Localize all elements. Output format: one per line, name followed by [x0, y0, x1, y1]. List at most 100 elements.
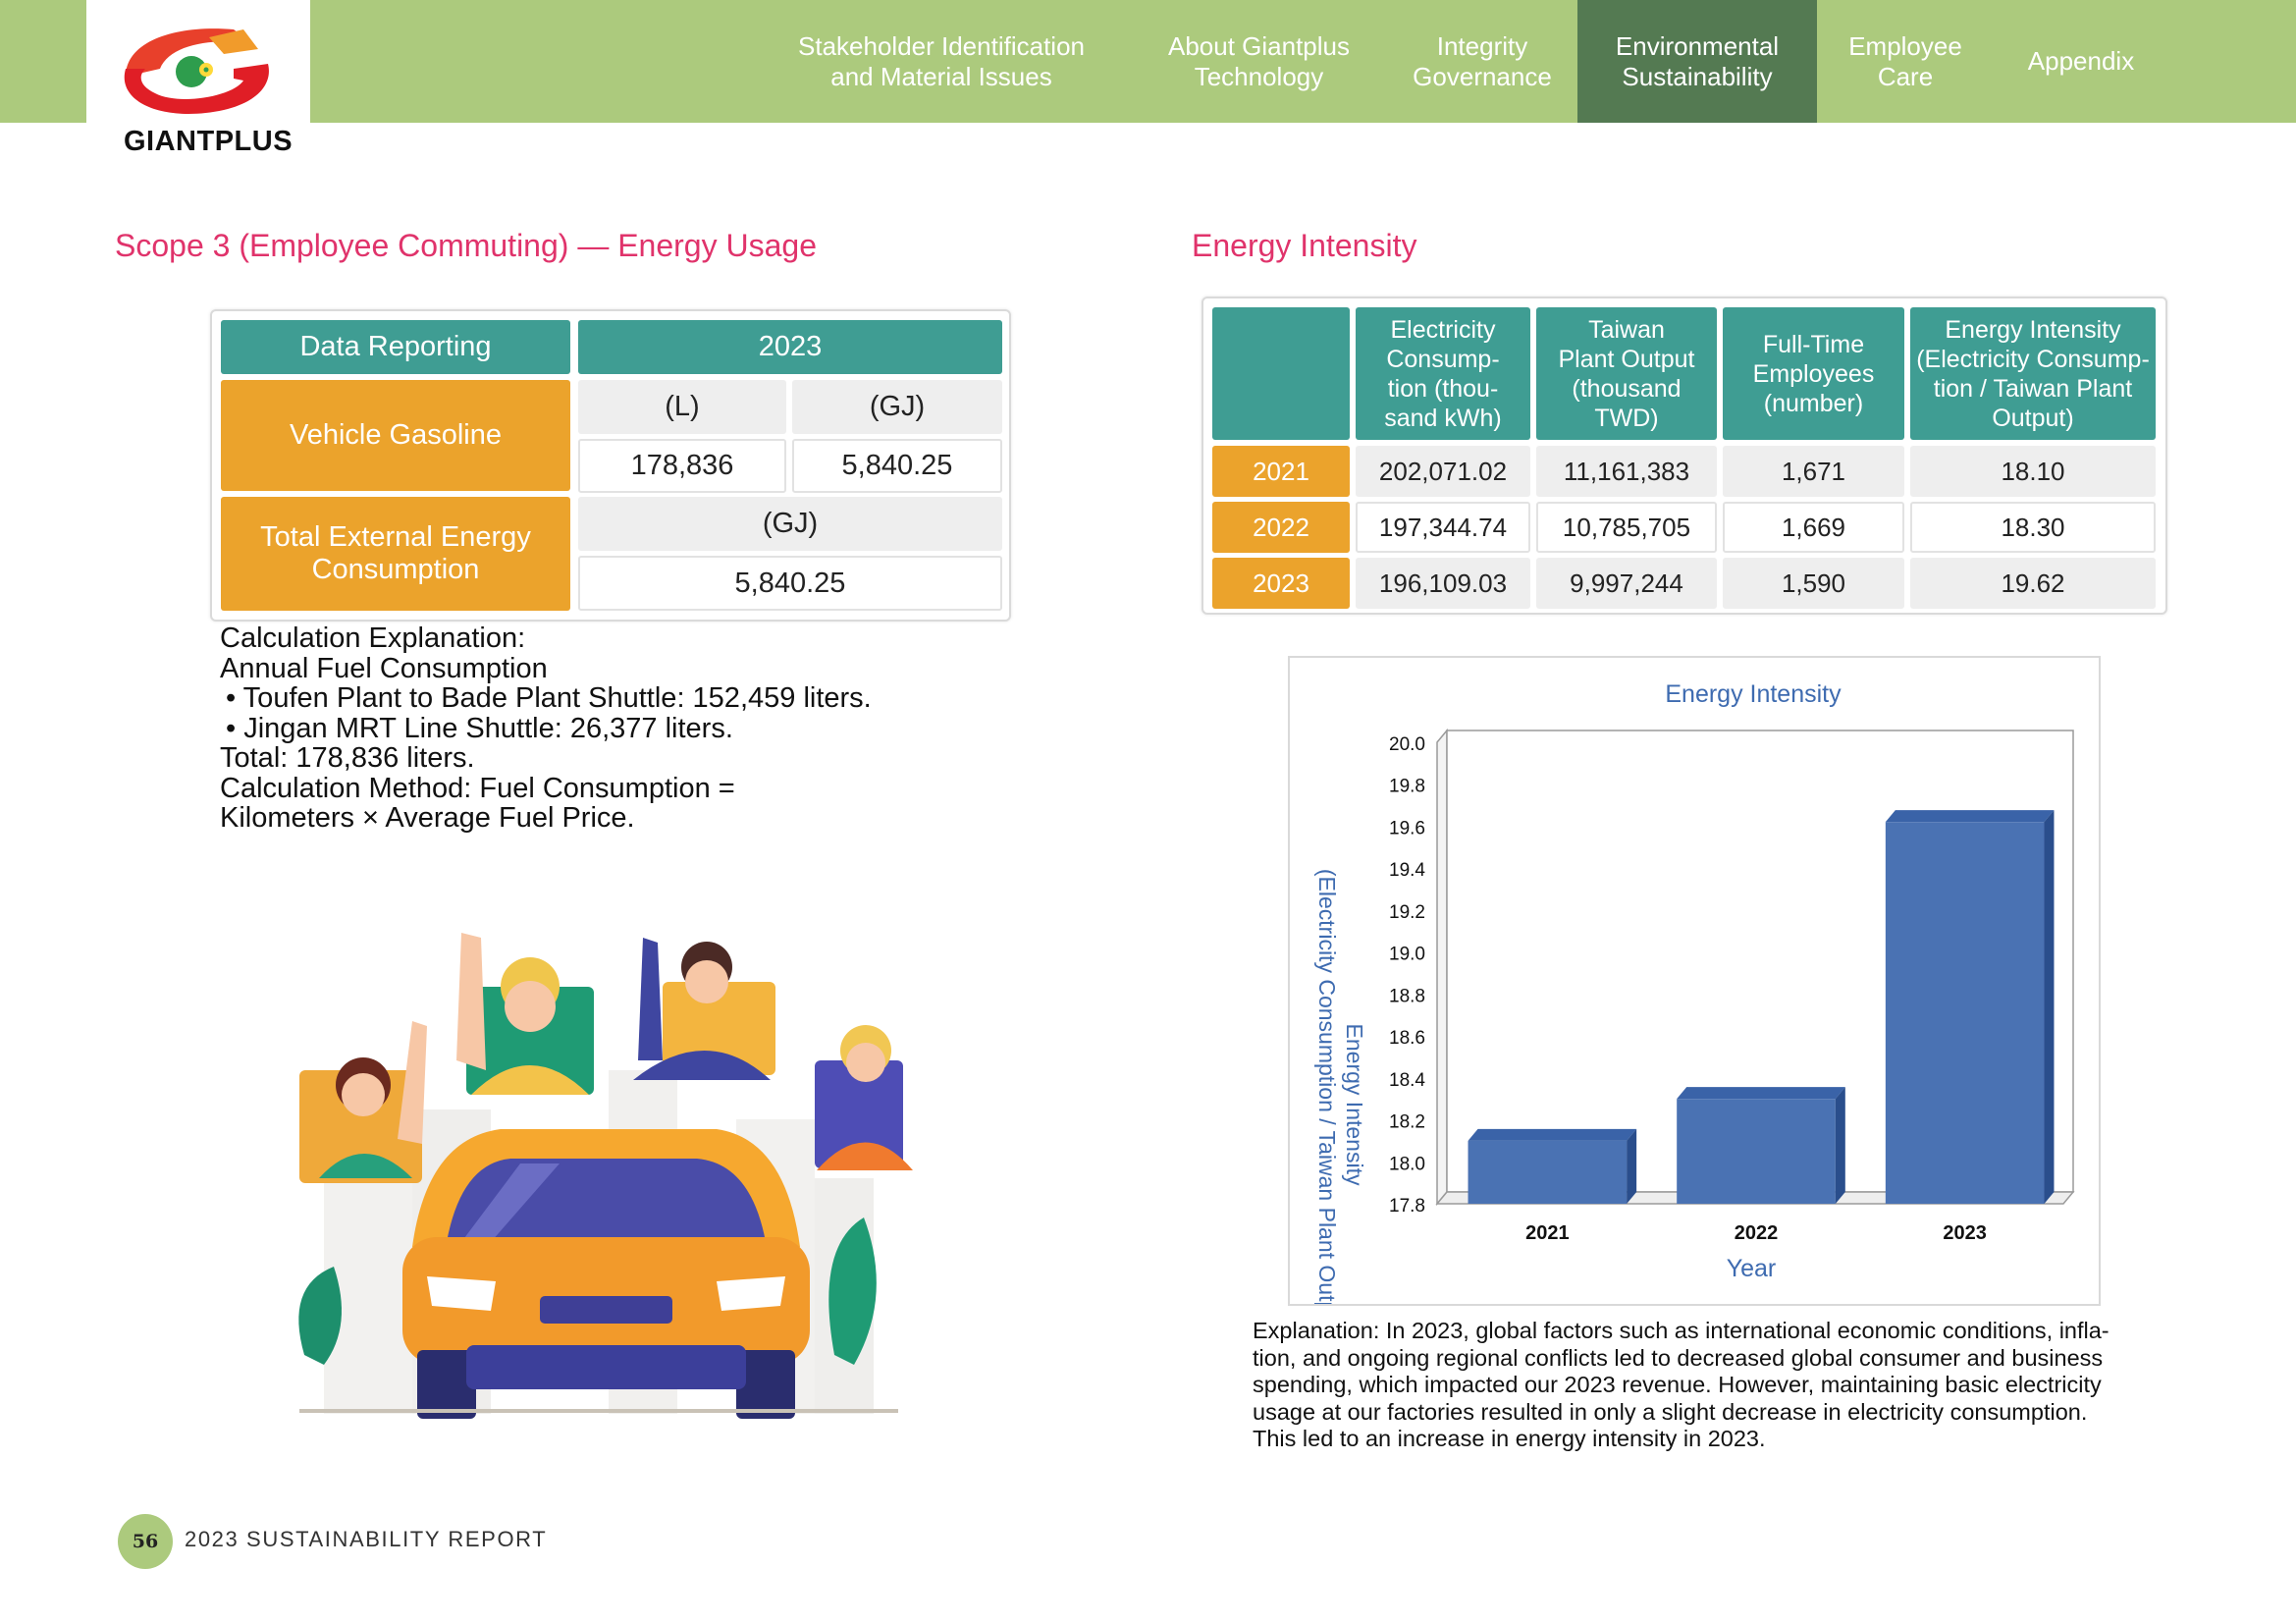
- header-line: Full-Time: [1762, 330, 1865, 358]
- header-line: Taiwan: [1588, 315, 1665, 344]
- chart-title: Energy Intensity: [1665, 680, 1842, 708]
- header-line: Energy Intensity: [1945, 315, 2121, 344]
- y-tick-label: 18.4: [1389, 1070, 1425, 1091]
- top-navigation-bar: [0, 0, 2296, 123]
- cell-intensity-2022: 18.30: [1910, 502, 2156, 553]
- row-year-2023: 2023: [1212, 558, 1350, 609]
- header-line: (number): [1763, 389, 1864, 417]
- bar-2022: [1677, 1099, 1836, 1204]
- cell-intensity-2021: 18.10: [1910, 446, 2156, 497]
- y-tick-label: 19.0: [1389, 945, 1425, 965]
- header-line: Consump-: [1386, 345, 1500, 373]
- y-tick-label: 20.0: [1389, 734, 1425, 755]
- y-tick-label: 18.6: [1389, 1028, 1425, 1049]
- unit-total-gj: (GJ): [578, 497, 1002, 551]
- chart-ylabel-line2: (Electricity Consumption / Taiwan Plant …: [1314, 869, 1340, 1304]
- table-header-electricity: Electricity Consump-tion (thou-sand kWh): [1356, 307, 1530, 440]
- bar-top-2022: [1677, 1087, 1845, 1100]
- report-title: 2023 SUSTAINABILITY REPORT: [185, 1527, 548, 1551]
- explanation-line: Kilometers × Average Fuel Price.: [220, 802, 635, 834]
- y-tick-label: 18.0: [1389, 1154, 1425, 1174]
- cell-employees-2021: 1,671: [1723, 446, 1904, 497]
- header-line: tion (thou-: [1387, 374, 1499, 403]
- header-line: Output): [1992, 404, 2074, 432]
- unit-liters: (L): [578, 380, 786, 434]
- nav-label-line2: Governance: [1413, 61, 1552, 91]
- header-line: sand kWh): [1384, 404, 1502, 432]
- header-line: TWD): [1594, 404, 1659, 432]
- explanation-line: spending, which impacted our 2023 revenu…: [1253, 1372, 2102, 1397]
- bar-top-2021: [1468, 1128, 1637, 1141]
- chart-xlabel: Year: [1727, 1255, 1777, 1282]
- nav-label-line1: About Giantplus: [1167, 30, 1350, 61]
- nav-appendix[interactable]: Appendix: [1993, 0, 2169, 123]
- explanation-line: Total: 178,836 liters.: [220, 742, 475, 774]
- energy-intensity-heading: Energy Intensity: [1192, 228, 1417, 263]
- bar-top-2023: [1885, 810, 2055, 823]
- table-header-employees: Full-Time Employees (number): [1723, 307, 1904, 440]
- nav-employee-care[interactable]: Employee Care: [1824, 0, 1987, 123]
- logo-text: GIANTPLUS: [124, 126, 294, 157]
- bar-side-2023: [2044, 810, 2055, 1204]
- nav-label-line1: Integrity: [1436, 30, 1528, 61]
- table-header-energy-intensity: Energy Intensity (Electricity Consump-tio…: [1910, 307, 2156, 440]
- nav-environmental-sustainability[interactable]: Environmental Sustainability: [1577, 0, 1817, 123]
- value-gj: 5,840.25: [792, 439, 1002, 493]
- cell-employees-2023: 1,590: [1723, 558, 1904, 609]
- chart-side-wall: [1436, 728, 1448, 1207]
- y-tick-label: 19.2: [1389, 902, 1425, 923]
- calculation-explanation: Calculation Explanation: Annual Fuel Con…: [220, 623, 872, 834]
- table-header-year: 2023: [578, 320, 1002, 374]
- bar-2021: [1468, 1140, 1628, 1204]
- nav-label-line2: Technology: [1194, 61, 1324, 91]
- nav-about-giantplus[interactable]: About Giantplus Technology: [1129, 0, 1389, 123]
- row-year-2021: 2021: [1212, 446, 1350, 497]
- table-header-plant-output: Taiwan Plant Output (thousand TWD): [1536, 307, 1717, 440]
- chart-ylabel-line1: Energy Intensity: [1342, 1024, 1367, 1186]
- row-year-2022: 2022: [1212, 502, 1350, 553]
- chart-canvas: Energy Intensity (Electricity Consumptio…: [1314, 680, 2075, 1304]
- header-line: tion / Taiwan Plant: [1933, 374, 2133, 403]
- header-line: Electricity: [1390, 315, 1496, 344]
- explanation-line: usage at our factories resulted in only …: [1253, 1398, 2088, 1425]
- commuting-car-illustration: [298, 933, 913, 1419]
- scope3-heading: Scope 3 (Employee Commuting) — Energy Us…: [115, 228, 817, 263]
- value-total-gj: 5,840.25: [578, 556, 1002, 611]
- header-line: Plant Output: [1558, 345, 1695, 373]
- explanation-line: Annual Fuel Consumption: [220, 652, 548, 684]
- nav-label-line2: Care: [1877, 61, 1934, 91]
- page-number-badge: 56: [118, 1514, 173, 1569]
- bar-2023: [1885, 822, 2045, 1204]
- chart-explanation: Explanation: In 2023, global factors suc…: [1253, 1318, 2109, 1453]
- y-tick-label: 19.4: [1389, 860, 1425, 881]
- nav-integrity-governance[interactable]: Integrity Governance: [1394, 0, 1571, 123]
- header-line: Employees: [1752, 359, 1875, 388]
- cell-electricity-2023: 196,109.03: [1356, 558, 1530, 609]
- explanation-bullet: • Toufen Plant to Bade Plant Shuttle: 15…: [226, 682, 872, 714]
- y-tick-label: 17.8: [1389, 1196, 1425, 1217]
- y-tick-label: 18.8: [1389, 986, 1425, 1006]
- table-header-data-reporting: Data Reporting: [221, 320, 570, 374]
- y-tick-label: 19.6: [1389, 818, 1425, 839]
- nav-label-line1: Appendix: [2027, 46, 2135, 76]
- cell-output-2023: 9,997,244: [1536, 558, 1717, 609]
- cell-intensity-2023: 19.62: [1910, 558, 2156, 609]
- y-tick-label: 18.2: [1389, 1112, 1425, 1133]
- giantplus-logo-icon: [124, 28, 269, 114]
- explanation-bullet: • Jingan MRT Line Shuttle: 26,377 liters…: [226, 712, 733, 744]
- bar-side-2021: [1627, 1128, 1637, 1204]
- unit-gj: (GJ): [792, 380, 1002, 434]
- y-tick-label: 19.8: [1389, 777, 1425, 797]
- scope3-table: Data Reporting 2023 Vehicle Gasoline (L)…: [210, 309, 1011, 622]
- header-line: (Electricity Consump-: [1916, 345, 2150, 373]
- nav-label-line1: Employee: [1848, 30, 1962, 61]
- chart-y-ticks: 20.0 19.8 19.6 19.4 19.2 19.0 18.8 18.6 18.4 18.2…: [1389, 734, 1425, 1217]
- x-tick-label: 2022: [1735, 1222, 1779, 1244]
- value-liters: 178,836: [578, 439, 786, 493]
- cell-electricity-2022: 197,344.74: [1356, 502, 1530, 553]
- nav-stakeholder-identification[interactable]: Stakeholder Identification and Material I…: [768, 0, 1115, 123]
- row-label-total-external-energy: Total External Energy Consumption: [221, 497, 570, 611]
- company-logo[interactable]: GIANTPLUS: [86, 0, 310, 167]
- chart-bars: [1468, 810, 2055, 1204]
- nav-label-line1: Environmental: [1615, 30, 1780, 61]
